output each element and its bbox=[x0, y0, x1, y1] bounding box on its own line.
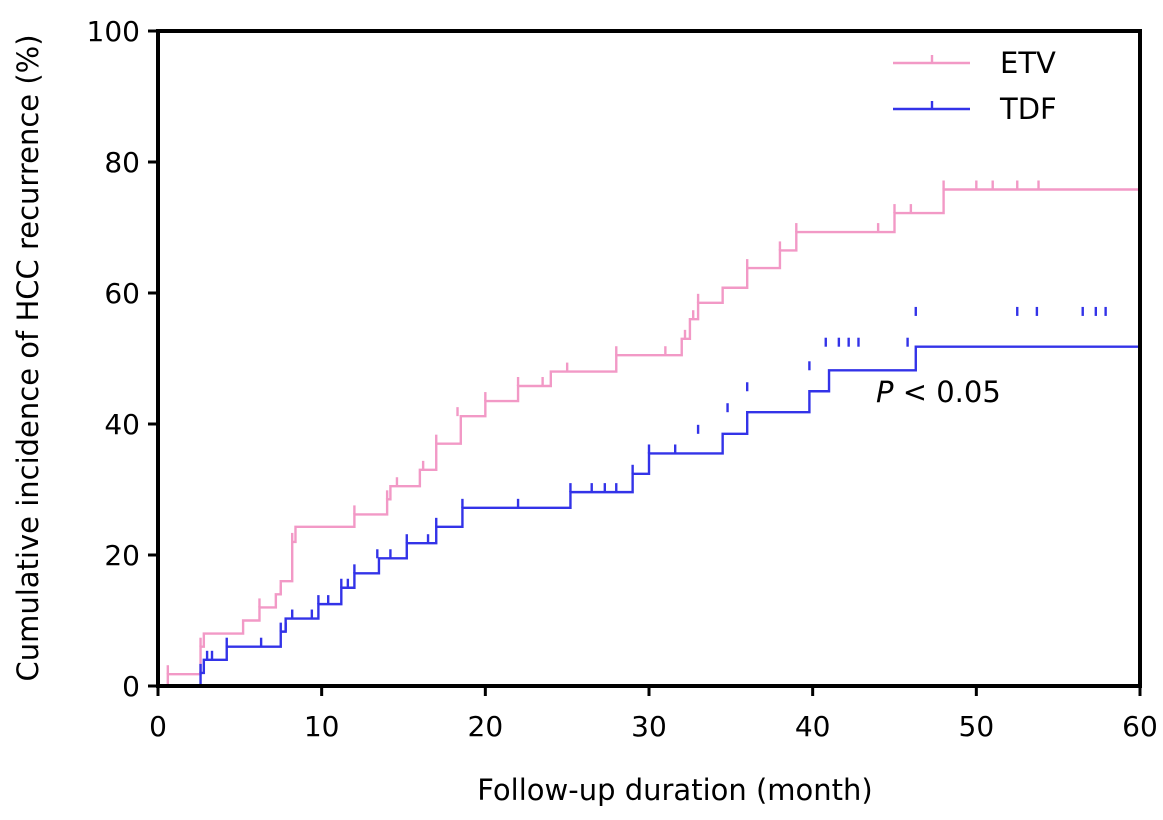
legend: ETV TDF bbox=[893, 46, 1057, 126]
series-tdf-line bbox=[158, 315, 1142, 688]
x-tick-label: 60 bbox=[1122, 710, 1158, 743]
x-tick-label: 10 bbox=[304, 710, 340, 743]
y-tick-label: 20 bbox=[104, 539, 140, 572]
p-value-text: < 0.05 bbox=[894, 375, 1001, 409]
x-tick-label: 30 bbox=[631, 710, 667, 743]
y-tick-label: 40 bbox=[104, 408, 140, 441]
x-axis-title: Follow-up duration (month) bbox=[477, 773, 872, 807]
series-etv-line bbox=[158, 188, 1140, 688]
p-value-annotation: P < 0.05 bbox=[876, 375, 1001, 409]
x-tick-label: 0 bbox=[149, 710, 167, 743]
legend-tdf-label: TDF bbox=[999, 92, 1057, 126]
plot-frame bbox=[156, 29, 1142, 688]
y-axis-title: Cumulative incidence of HCC recurrence (… bbox=[11, 34, 45, 681]
axis-ticks: 0 10 20 30 40 50 60 0 20 40 60 80 100 bbox=[87, 15, 1158, 743]
x-tick-label: 50 bbox=[959, 710, 995, 743]
x-tick-label: 40 bbox=[795, 710, 831, 743]
x-tick-label: 20 bbox=[468, 710, 504, 743]
p-value-symbol: P bbox=[876, 375, 894, 409]
y-tick-label: 100 bbox=[87, 15, 140, 48]
plot-marks bbox=[158, 180, 1142, 688]
y-tick-label: 0 bbox=[122, 670, 140, 703]
legend-etv-label: ETV bbox=[1000, 46, 1056, 80]
y-tick-label: 80 bbox=[104, 146, 140, 179]
y-tick-label: 60 bbox=[104, 277, 140, 310]
